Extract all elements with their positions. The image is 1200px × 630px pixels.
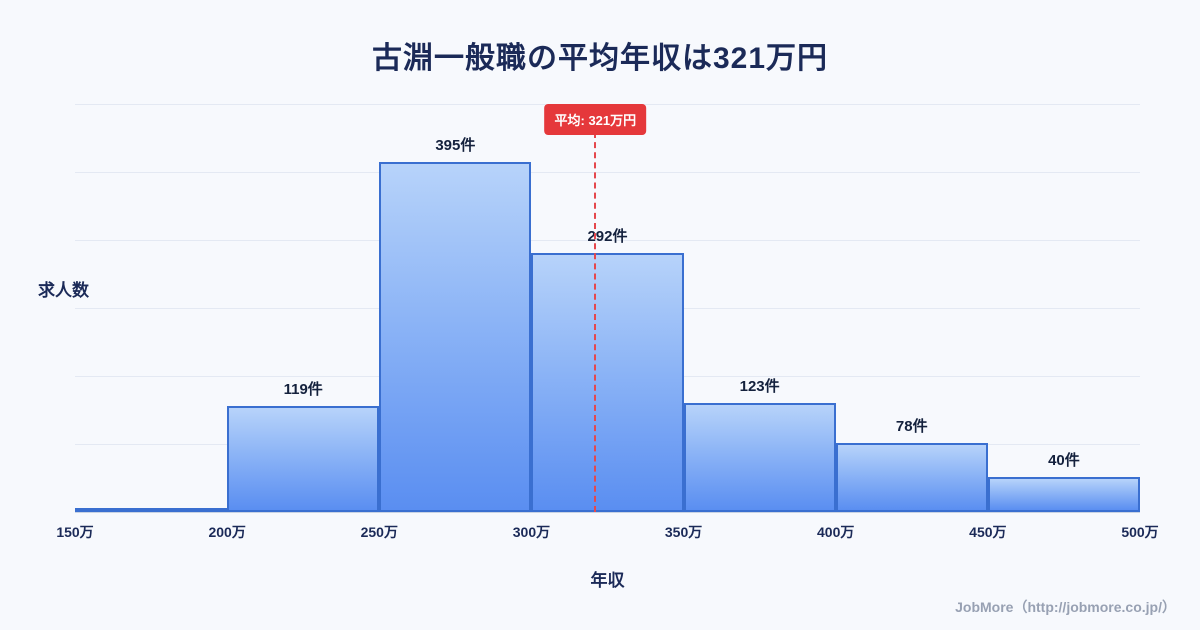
x-axis-label: 年収	[590, 571, 625, 590]
bar-value-label: 395件	[435, 136, 476, 154]
bar	[835, 442, 988, 512]
x-tick-label: 450万	[969, 524, 1007, 540]
bar-value-label: 78件	[895, 417, 928, 435]
bar-value-label: 119件	[283, 381, 323, 399]
bar-value-label: 123件	[739, 377, 780, 395]
gridline	[75, 512, 1140, 513]
bar	[531, 253, 684, 512]
bar	[379, 161, 532, 512]
average-badge: 平均: 321万円	[544, 104, 647, 135]
bar-value-label: 292件	[587, 228, 628, 246]
x-tick-label: 200万	[208, 524, 246, 540]
bar	[227, 406, 380, 512]
footer-credit: JobMore（http://jobmore.co.jp/）	[955, 599, 1176, 615]
bar	[683, 402, 836, 512]
x-tick-label: 300万	[512, 524, 551, 540]
x-tick-label: 250万	[360, 524, 398, 540]
y-axis-label: 求人数	[38, 281, 89, 300]
x-tick-label: 150万	[56, 524, 94, 540]
x-tick-label: 350万	[664, 524, 703, 540]
bar	[75, 507, 228, 512]
gridline	[75, 240, 1140, 241]
gridline	[75, 172, 1140, 173]
x-tick-label: 400万	[817, 524, 855, 540]
chart-title: 古淵一般職の平均年収は321万円	[371, 42, 829, 75]
bar-value-label: 40件	[1048, 451, 1080, 469]
bar	[987, 476, 1140, 512]
plot-area: 119件 395件 292件 123件 78件 40件 150万 200万 250万 300万 35…	[56, 104, 1159, 540]
x-tick-label: 500万	[1121, 524, 1159, 540]
average-line	[594, 132, 597, 512]
